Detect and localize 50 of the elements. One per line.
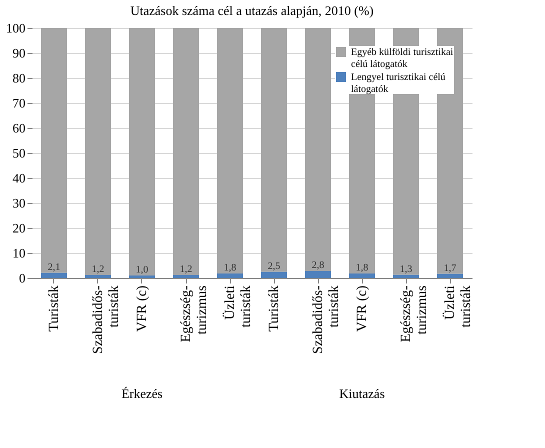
y-tick-label: 40 xyxy=(12,170,26,186)
data-label: 2,1 xyxy=(48,262,60,273)
bar xyxy=(393,274,419,278)
bar xyxy=(305,28,331,271)
x-tick-label: Szabadidős- turisták xyxy=(311,285,342,354)
data-label: 2,5 xyxy=(268,260,280,272)
y-tick-label: 80 xyxy=(12,70,26,86)
y-tick-label: 30 xyxy=(12,196,26,210)
data-label: 2,8 xyxy=(312,260,324,271)
legend-label: Lengyel turisztikai célú látogatók xyxy=(351,72,446,95)
legend-label: Egyéb külföldi turisztikai célú látogatók xyxy=(351,47,454,70)
bar xyxy=(261,272,287,278)
y-tick-label: 10 xyxy=(12,246,26,260)
bar xyxy=(173,275,199,278)
bar xyxy=(173,28,199,275)
bar xyxy=(85,28,111,275)
bar xyxy=(261,28,287,272)
data-label: 1,8 xyxy=(224,262,236,274)
bar xyxy=(217,274,243,278)
y-tick-label: 70 xyxy=(12,96,26,110)
y-tick-label: 0 xyxy=(19,270,26,286)
bar xyxy=(129,28,155,276)
data-label: 1,7 xyxy=(444,262,456,274)
bar xyxy=(85,275,111,278)
text: Kiutazás xyxy=(339,386,385,401)
data-label: 1,8 xyxy=(356,262,368,274)
data-label: 1,2 xyxy=(180,264,192,275)
y-tick-label: 20 xyxy=(12,220,26,236)
y-tick-label: 50 xyxy=(12,146,26,160)
x-tick-label: Turisták xyxy=(267,286,282,332)
bar xyxy=(437,274,463,278)
bar xyxy=(41,272,67,278)
x-tick-label: Egészség- turizmus xyxy=(399,285,430,342)
x-tick-label: VFR (c) xyxy=(135,285,150,332)
bar xyxy=(349,274,375,278)
data-label: 1,3 xyxy=(400,264,412,275)
y-tick-label: 60 xyxy=(12,120,26,136)
y-tick-label: 90 xyxy=(12,46,26,60)
x-tick-label: Turisták xyxy=(47,286,62,332)
data-label: 1,0 xyxy=(136,264,148,276)
y-tick-label: 100 xyxy=(6,20,26,36)
x-tick-label: Egészség- turizmus xyxy=(179,285,210,342)
text: Érkezés xyxy=(121,386,163,401)
data-label: 1,2 xyxy=(92,264,104,275)
bar xyxy=(305,271,331,278)
bar xyxy=(41,28,67,273)
x-tick-label: Szabadidős- turisták xyxy=(91,285,122,354)
chart-title: Utazások száma cél a utazás alapján, 2010 (%) xyxy=(130,3,374,18)
bar xyxy=(217,28,243,274)
x-tick-label: VFR (c) xyxy=(355,285,370,332)
